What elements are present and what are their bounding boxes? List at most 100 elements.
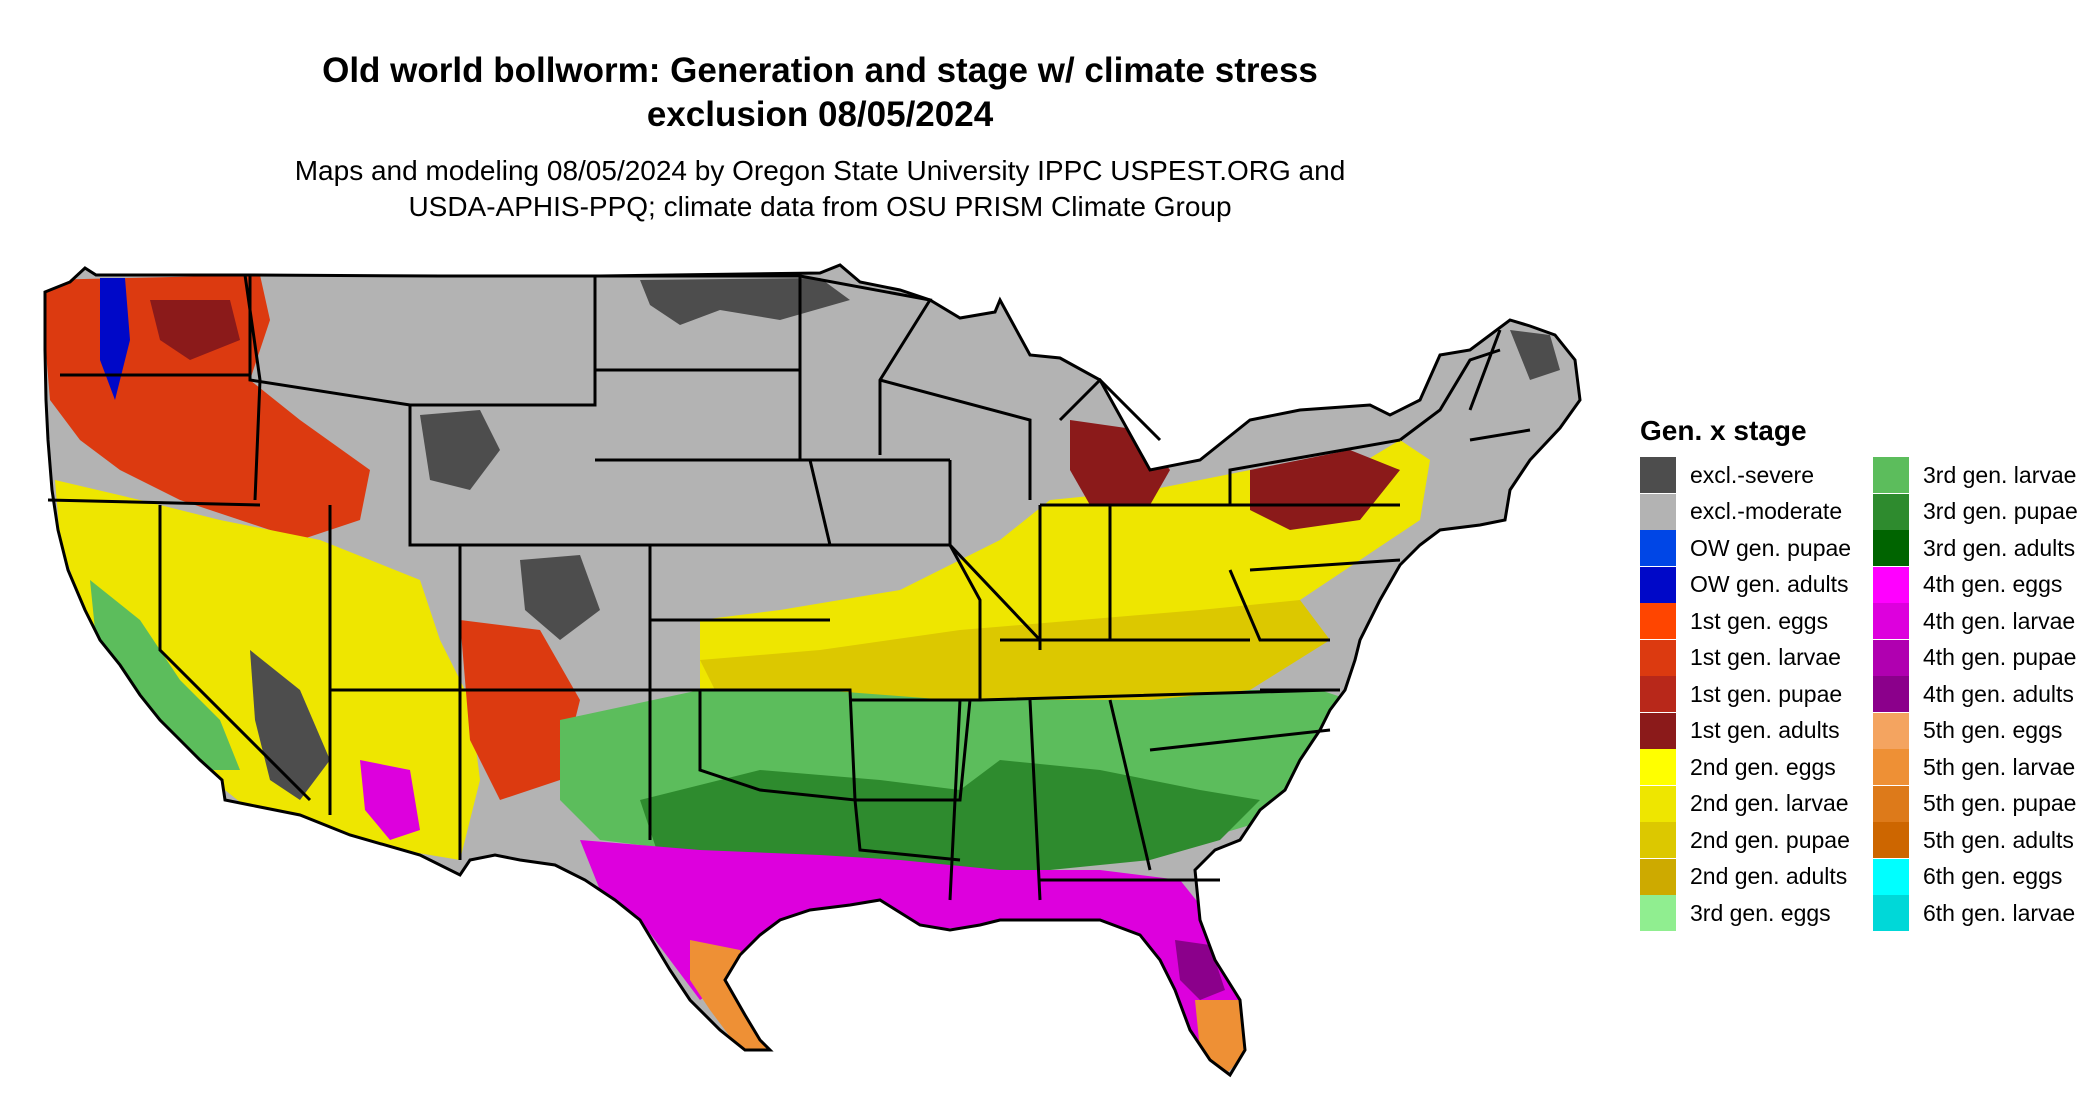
border-wi-il [879, 378, 1042, 642]
legend-label: 4th gen. larvae [1923, 607, 2076, 634]
zone-excl-severe-north [640, 278, 850, 325]
legend-swatch [1873, 639, 1909, 676]
zone-excl-severe-maine [1510, 330, 1560, 380]
border-pa-ny [1228, 438, 1401, 572]
map-title-line-2: exclusion 08/05/2024 [646, 95, 994, 134]
legend-label: OW gen. pupae [1690, 534, 1852, 561]
legend-label: 1st gen. eggs [1690, 607, 1829, 634]
border-in-oh [1038, 503, 1230, 650]
border-az-nm [328, 688, 650, 860]
border-or-ca [47, 498, 261, 507]
zone-gen1-adults-wa [150, 300, 240, 360]
zone-gen5-south-texas [690, 940, 770, 1050]
legend-item: excl.-moderate [1640, 493, 1851, 531]
legend-column-2: 3rd gen. larvae 3rd gen. pupae 3rd gen. ad… [1873, 457, 2078, 932]
legend-item: 3rd gen. adults [1873, 530, 2078, 567]
legend-swatch [1640, 822, 1676, 859]
border-ut-co [408, 405, 462, 690]
zone-excl-severe-sierra [250, 650, 330, 800]
zone-excl-severe-colorado [520, 555, 600, 640]
legend-label: 5th gen. larvae [1923, 753, 2076, 780]
legend-swatch [1873, 530, 1909, 567]
legend-item: 1st gen. adults [1640, 712, 1851, 750]
map-fill-layers [45, 265, 1580, 1075]
legend-label: 4th gen. eggs [1923, 571, 2063, 598]
zone-gen1-adults-newyork [1250, 450, 1400, 530]
legend-item: 1st gen. larvae [1640, 639, 1851, 677]
legend-swatch [1873, 858, 1909, 895]
legend-label: 2nd gen. eggs [1690, 753, 1836, 780]
border-carolinas [1149, 688, 1340, 752]
legend-swatch [1640, 639, 1676, 676]
legend-swatch [1640, 530, 1676, 567]
legend-swatch [1873, 603, 1909, 640]
legend-item: 4th gen. adults [1873, 676, 2078, 713]
zone-gen3-california [90, 580, 240, 770]
zone-gen4-arizona [360, 760, 420, 840]
border-michigan [1058, 377, 1162, 442]
legend-label: 6th gen. larvae [1923, 899, 2076, 926]
legend-label: excl.-severe [1690, 461, 1814, 488]
legend-swatch [1640, 493, 1676, 530]
legend-label: 5th gen. adults [1923, 826, 2074, 853]
legend-label: 5th gen. pupae [1923, 790, 2077, 817]
legend-item: 6th gen. eggs [1873, 858, 2078, 896]
legend-item: 2nd gen. pupae [1640, 822, 1851, 859]
legend-item: 3rd gen. pupae [1873, 493, 2078, 531]
legend-title: Gen. x stage [1640, 415, 1807, 446]
legend-item: excl.-severe [1640, 457, 1851, 494]
legend-item: 3rd gen. larvae [1873, 457, 2078, 494]
legend-item: 4th gen. eggs [1873, 566, 2078, 604]
legend-label: 3rd gen. adults [1923, 534, 2076, 561]
legend-label: 3rd gen. eggs [1690, 899, 1831, 926]
map-subtitle-line-1: Maps and modeling 08/05/2024 by Oregon S… [294, 155, 1346, 186]
map-subtitle-line-2: USDA-APHIS-PPQ; climate data from OSU PR… [408, 191, 1232, 222]
legend-item: 2nd gen. eggs [1640, 749, 1851, 786]
legend-swatch [1873, 895, 1909, 932]
legend-swatch [1873, 822, 1909, 859]
legend-label: 4th gen. adults [1923, 680, 2074, 707]
legend-swatch [1873, 566, 1909, 603]
legend-item: 5th gen. eggs [1873, 712, 2078, 750]
border-ms-al-ga [948, 699, 1152, 901]
legend-swatch [1640, 603, 1676, 640]
legend-label: 2nd gen. pupae [1690, 826, 1850, 853]
border-ar-la [850, 698, 972, 862]
legend-item: 1st gen. eggs [1640, 603, 1851, 640]
legend-swatch [1873, 493, 1909, 530]
legend-label: 2nd gen. adults [1690, 863, 1848, 890]
legend-swatch [1640, 457, 1676, 494]
border-ca-nv [158, 505, 312, 802]
legend-swatch [1640, 785, 1676, 822]
legend-item: 3rd gen. eggs [1640, 895, 1851, 932]
legend-label: excl.-moderate [1690, 498, 1843, 525]
legend-label: 1st gen. larvae [1690, 644, 1841, 671]
legend-swatch [1873, 785, 1909, 822]
legend-item: 4th gen. larvae [1873, 603, 2078, 640]
border-ok [620, 688, 857, 802]
legend-label: 1st gen. adults [1690, 717, 1840, 744]
legend-swatch [1873, 749, 1909, 786]
border-mn-ia [799, 274, 950, 462]
legend-column-1: excl.-severe excl.-moderate OW gen. pupae O… [1640, 457, 1851, 932]
legend-label: OW gen. adults [1690, 571, 1849, 598]
legend-item: OW gen. adults [1640, 566, 1851, 604]
legend-item: 1st gen. pupae [1640, 676, 1851, 713]
legend-swatch [1640, 858, 1676, 895]
legend-label: 3rd gen. pupae [1923, 498, 2078, 525]
legend-label: 5th gen. eggs [1923, 717, 2063, 744]
legend-swatch [1873, 676, 1909, 713]
border-ne-ks [595, 458, 832, 622]
border-va-wv [1228, 569, 1330, 642]
legend-swatch [1640, 676, 1676, 713]
legend-item: 5th gen. adults [1873, 822, 2078, 859]
border-ky-tn [979, 638, 1331, 702]
legend-label: 4th gen. pupae [1923, 644, 2077, 671]
legend-swatch [1640, 712, 1676, 749]
legend-swatch [1873, 712, 1909, 749]
legend-item: 5th gen. pupae [1873, 785, 2078, 823]
legend-item: 4th gen. pupae [1873, 639, 2078, 677]
legend-item: OW gen. pupae [1640, 530, 1851, 567]
legend-item: 5th gen. larvae [1873, 749, 2078, 786]
